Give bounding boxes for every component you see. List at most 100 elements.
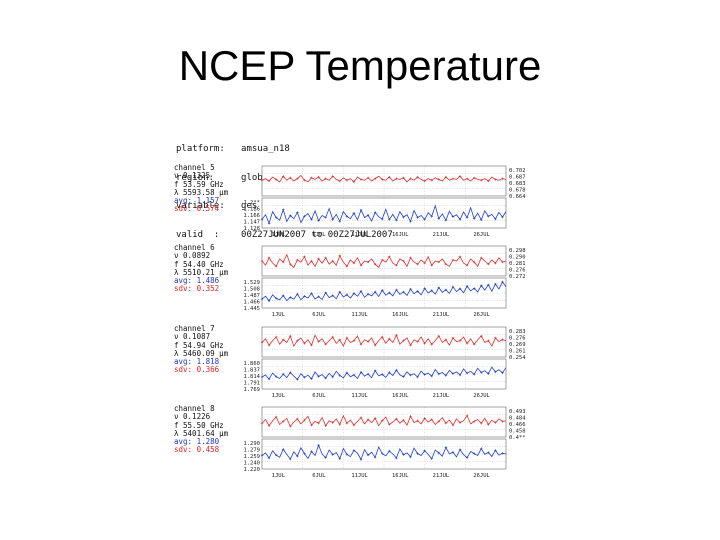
data-point [480,371,483,374]
y-tick-label: 0.254 [509,355,526,361]
data-point [487,372,490,375]
data-point [409,256,412,259]
data-point [395,417,398,421]
channel-freq: f 54.40 GHz [174,259,224,269]
y-tick-label: 0.298 [509,248,526,254]
data-point [494,421,497,424]
channel-freq: f 53.59 GHz [174,179,224,189]
series-line [261,281,507,302]
data-point [423,261,426,265]
x-tick-label: 11JUL [351,312,368,318]
data-point [416,452,419,455]
data-point [444,422,448,425]
series-line [261,366,507,381]
data-point [331,375,334,379]
data-point [388,423,391,426]
data-point [310,259,313,263]
data-point [260,259,264,263]
x-tick-label: 6JUL [312,312,326,318]
data-point [494,282,497,286]
data-point [423,342,426,345]
data-point [274,297,278,300]
data-point [317,257,320,261]
y-tick-label: 0.466 [509,422,526,428]
data-point [451,336,455,340]
data-point [267,424,271,427]
y-tick-label: 1.814 [243,374,260,380]
data-point [458,373,462,377]
data-point [395,177,398,180]
data-point [359,264,363,267]
data-point [444,338,448,341]
data-point [416,290,419,293]
y-tick-label: 1.769 [243,387,260,393]
data-point [451,285,455,289]
data-point [267,343,271,347]
data-point [430,374,433,378]
data-point [388,218,391,221]
y-tick-label: 0.484 [509,416,526,422]
data-point [282,175,285,178]
channel-wavelength: λ 5401.64 μm [174,428,229,438]
data-point [289,334,292,338]
data-point [331,335,334,339]
data-point [345,265,349,268]
data-point [430,418,433,421]
y-tick-label: 1.259 [243,454,260,460]
data-point [416,375,419,379]
data-point [260,297,264,301]
x-tick-label: 1JUL [272,232,286,238]
valid-line: valid : 00Z27JUN2007 to 00Z27JUL2007 [176,229,393,240]
data-point [444,374,448,377]
data-point [317,375,320,378]
data-point [352,423,356,427]
data-point [416,419,419,422]
channel-plot-5: 0.7020.6870.6830.6780.6641.2**1.1861.166… [243,165,526,238]
x-tick-label: 16JUL [392,473,409,479]
data-point [310,176,313,180]
y-tick-label: 1.220 [243,467,260,473]
data-point [310,343,313,347]
channel-label: channel 8 [174,404,215,413]
data-point [267,377,271,381]
data-point [260,218,264,221]
data-point [366,418,370,421]
data-point [338,374,341,377]
y-tick-label: 1.487 [243,293,260,299]
channel-timeseries-figure: platform: amsua_n18 region: global (180W… [170,120,526,485]
y-tick-label: 1.279 [243,448,260,454]
data-point [430,289,433,292]
data-point [331,421,334,424]
channel-avg: avg: 1.818 [174,357,220,367]
data-point [430,215,433,218]
data-point [451,423,455,427]
data-point [296,177,299,180]
data-point [352,373,356,377]
data-point [324,216,327,219]
x-tick-label: 21JUL [433,312,450,318]
data-point [501,177,504,180]
data-point [423,218,426,221]
x-tick-label: 11JUL [351,473,368,479]
y-tick-label: 0.4** [509,435,526,441]
data-point [430,179,433,182]
data-point [388,371,391,374]
data-point [395,368,398,372]
y-tick-label: 0.678 [509,188,526,194]
x-tick-label: 6JUL [312,393,326,399]
data-point [331,294,334,297]
data-point [338,290,341,294]
data-point [267,222,271,225]
data-point [366,213,370,217]
data-point [345,215,349,218]
data-point [324,343,327,346]
data-point [303,342,306,345]
x-tick-label: 16JUL [392,393,409,399]
data-point [282,208,285,211]
